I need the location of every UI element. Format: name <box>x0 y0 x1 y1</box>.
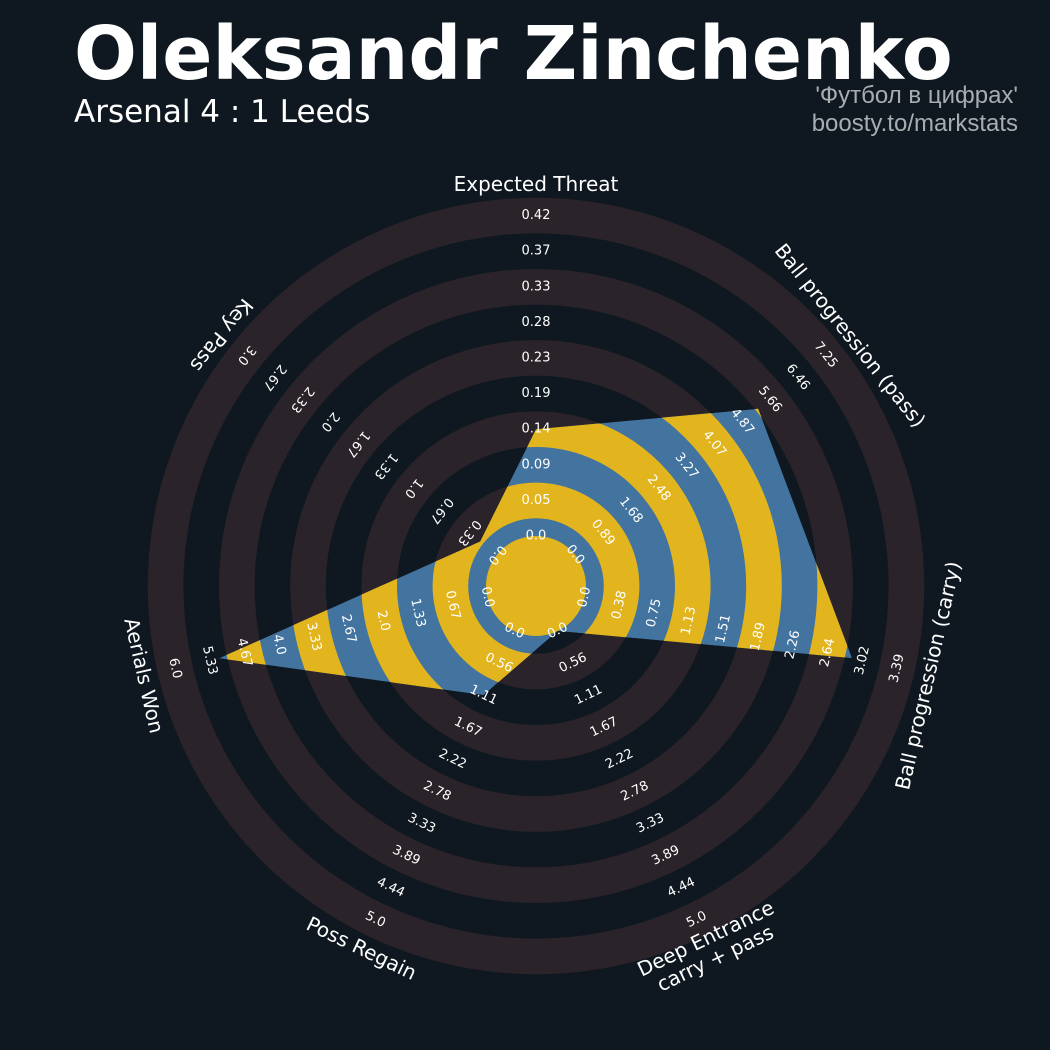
tick-label: 6.46 <box>783 361 813 393</box>
parameter-label: Expected Threat <box>454 172 619 196</box>
tick-label: 0.42 <box>522 208 551 223</box>
tick-label: 4.67 <box>234 637 255 669</box>
tick-label: 0.05 <box>522 493 551 508</box>
tick-label: 0.67 <box>426 494 456 526</box>
tick-label: 0.38 <box>609 589 630 621</box>
tick-label: 0.28 <box>522 315 551 330</box>
tick-label: 6.0 <box>165 657 184 681</box>
tick-label: 3.33 <box>303 621 324 653</box>
tick-label: 1.33 <box>407 597 428 629</box>
credit-line-2: boosty.to/markstats <box>811 110 1018 137</box>
tick-label: 2.67 <box>259 361 289 393</box>
tick-label: 2.26 <box>782 629 803 661</box>
tick-label: 4.0 <box>269 633 288 657</box>
tick-label: 0.14 <box>522 422 551 437</box>
tick-label: 2.0 <box>318 409 343 435</box>
tick-label: 2.64 <box>817 637 838 669</box>
tick-label: 2.67 <box>338 613 359 645</box>
player-name: Oleksandr Zinchenko <box>74 11 953 97</box>
match-score: Arsenal 4 : 1 Leeds <box>74 94 371 130</box>
tick-label: 4.44 <box>374 875 407 901</box>
tick-label: 2.0 <box>373 609 392 633</box>
tick-label: 0.37 <box>522 244 551 259</box>
tick-label: 1.33 <box>371 450 401 482</box>
tick-label: 1.89 <box>748 621 769 653</box>
tick-label: 3.33 <box>634 810 667 836</box>
tick-labels: 0.0 0.05 0.09 0.14 0.19 0.23 0.28 0.33 0.37 0.42 0… <box>165 208 907 931</box>
tick-label: 3.02 <box>852 645 873 677</box>
credit-line-1: 'Футбол в цифрах' <box>815 82 1018 109</box>
tick-label: 5.33 <box>199 645 220 677</box>
tick-label: 0.23 <box>522 351 551 366</box>
tick-label: 0.09 <box>522 457 551 472</box>
tick-label: 3.33 <box>405 810 438 836</box>
tick-label: 1.11 <box>467 682 500 708</box>
tick-label: 3.39 <box>887 653 908 685</box>
tick-label: 0.0 <box>478 585 497 609</box>
tick-label: 4.44 <box>665 875 698 901</box>
tick-label: 0.75 <box>644 597 665 629</box>
tick-label: 0.0 <box>526 529 547 544</box>
parameter-label-line: Expected Threat <box>454 172 619 196</box>
tick-label: 2.22 <box>603 746 636 772</box>
tick-label: 1.11 <box>572 682 605 708</box>
polygon-band <box>486 536 586 636</box>
tick-label: 1.13 <box>678 605 699 637</box>
tick-label: 1.51 <box>713 613 734 645</box>
tick-label: 0.0 <box>575 585 594 609</box>
tick-label: 2.22 <box>436 746 469 772</box>
tick-label: 0.19 <box>522 386 551 401</box>
tick-label: 0.33 <box>522 279 551 294</box>
tick-label: 0.67 <box>442 589 463 621</box>
